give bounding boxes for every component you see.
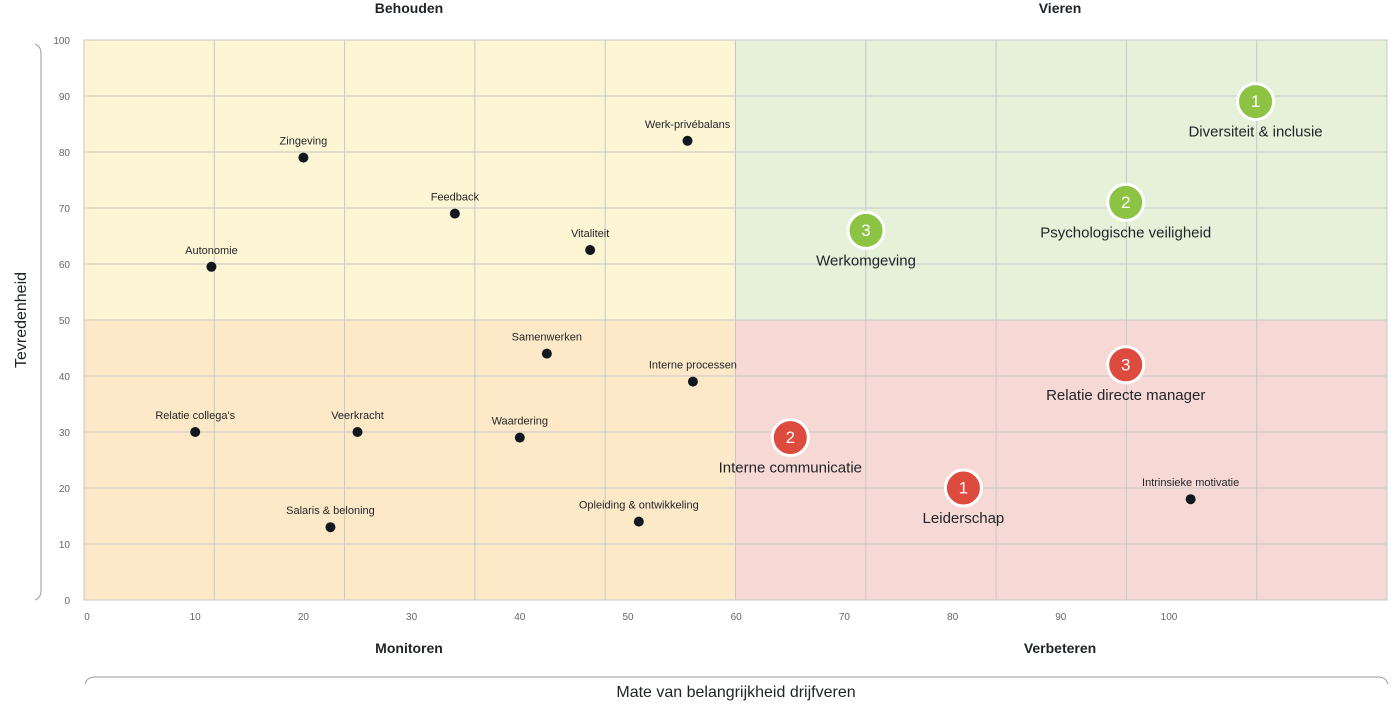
data-point <box>585 245 596 255</box>
highlight-badge <box>1236 82 1276 122</box>
y-tick-label: 70 <box>59 204 71 215</box>
quadrant-title-behouden: Behouden <box>375 0 443 16</box>
data-point <box>298 152 309 163</box>
highlight-badge <box>1106 182 1146 222</box>
y-tick-label: 100 <box>53 36 70 47</box>
highlight-label: Diversiteit & inclusie <box>1188 124 1322 141</box>
highlight-label: Werkomgeving <box>816 252 916 269</box>
quadrant-bg-behouden <box>84 40 736 320</box>
quadrant-title-vieren: Vieren <box>1039 0 1082 16</box>
highlight-label: Relatie directe manager <box>1046 387 1205 404</box>
y-tick-label: 10 <box>59 540 71 551</box>
highlight-rank: 3 <box>861 221 870 240</box>
highlight-rank: 1 <box>1251 92 1260 111</box>
data-point <box>687 376 698 387</box>
y-axis-bracket <box>34 43 42 601</box>
data-point-label: Intrinsieke motivatie <box>1142 477 1239 489</box>
highlight-badge <box>846 210 886 250</box>
data-point <box>541 348 552 359</box>
data-point-label: Autonomie <box>185 245 238 257</box>
y-tick-label: 60 <box>59 260 71 271</box>
highlight-rank: 2 <box>786 428 795 447</box>
data-point-label: Salaris & beloning <box>286 505 375 517</box>
x-tick-label: 80 <box>947 612 959 623</box>
data-point-label: Vitaliteit <box>571 228 609 240</box>
data-point-label: Veerkracht <box>331 410 384 422</box>
data-point <box>325 522 336 533</box>
data-point <box>633 516 644 527</box>
quadrant-bg-vieren <box>735 40 1387 320</box>
x-tick-label: 40 <box>514 612 526 623</box>
highlight-label: Psychologische veiligheid <box>1040 224 1211 241</box>
data-point <box>352 427 363 437</box>
x-tick-label: 90 <box>1055 612 1067 623</box>
highlight-rank: 1 <box>959 479 968 498</box>
x-tick-label: 70 <box>839 612 851 623</box>
data-point-label: Samenwerken <box>512 332 582 344</box>
data-point-label: Waardering <box>492 416 548 428</box>
x-tick-label: 0 <box>84 612 90 623</box>
highlight-rank: 2 <box>1121 193 1130 212</box>
x-tick-label: 50 <box>622 612 634 623</box>
quadrant-title-verbeteren: Verbeteren <box>1024 640 1096 656</box>
y-tick-label: 30 <box>59 428 71 439</box>
x-tick-label: 20 <box>298 612 310 623</box>
quadrant-title-monitoren: Monitoren <box>375 640 443 656</box>
y-axis-title: Tevredenheid <box>13 272 30 368</box>
highlight-label: Interne communicatie <box>719 460 862 477</box>
highlight-badge <box>1106 345 1146 385</box>
data-point <box>206 261 217 272</box>
highlight-label: Leiderschap <box>923 510 1005 527</box>
y-tick-label: 20 <box>59 484 71 495</box>
data-point-label: Opleiding & ontwikkeling <box>579 500 699 512</box>
x-tick-label: 30 <box>406 612 418 623</box>
y-tick-label: 50 <box>59 316 71 327</box>
x-tick-label: 60 <box>731 612 743 623</box>
data-point <box>682 135 693 146</box>
quadrant-bg-monitoren <box>84 320 736 600</box>
highlight-badge <box>943 468 983 508</box>
y-tick-label: 0 <box>64 596 70 607</box>
data-point-label: Relatie collega's <box>155 410 235 422</box>
data-point-label: Interne processen <box>649 360 737 372</box>
data-point <box>190 427 201 437</box>
data-point <box>449 208 460 219</box>
data-point-label: Zingeving <box>280 136 328 148</box>
x-tick-label: 10 <box>190 612 202 623</box>
y-tick-label: 90 <box>59 92 71 103</box>
x-tick-label: 100 <box>1161 612 1178 623</box>
highlight-rank: 3 <box>1121 355 1130 374</box>
data-point <box>1185 494 1196 505</box>
quadrant-bg-verbeteren <box>735 320 1387 600</box>
y-tick-label: 80 <box>59 148 71 159</box>
data-point-label: Werk-privébalans <box>645 119 731 131</box>
x-axis-bracket <box>84 676 1389 685</box>
data-point <box>514 432 525 443</box>
data-point-label: Feedback <box>431 192 480 204</box>
highlight-badge <box>770 418 810 458</box>
plot-border <box>83 39 1388 601</box>
x-axis-title: Mate van belangrijkheid drijfveren <box>616 684 855 701</box>
y-tick-label: 40 <box>59 372 71 383</box>
